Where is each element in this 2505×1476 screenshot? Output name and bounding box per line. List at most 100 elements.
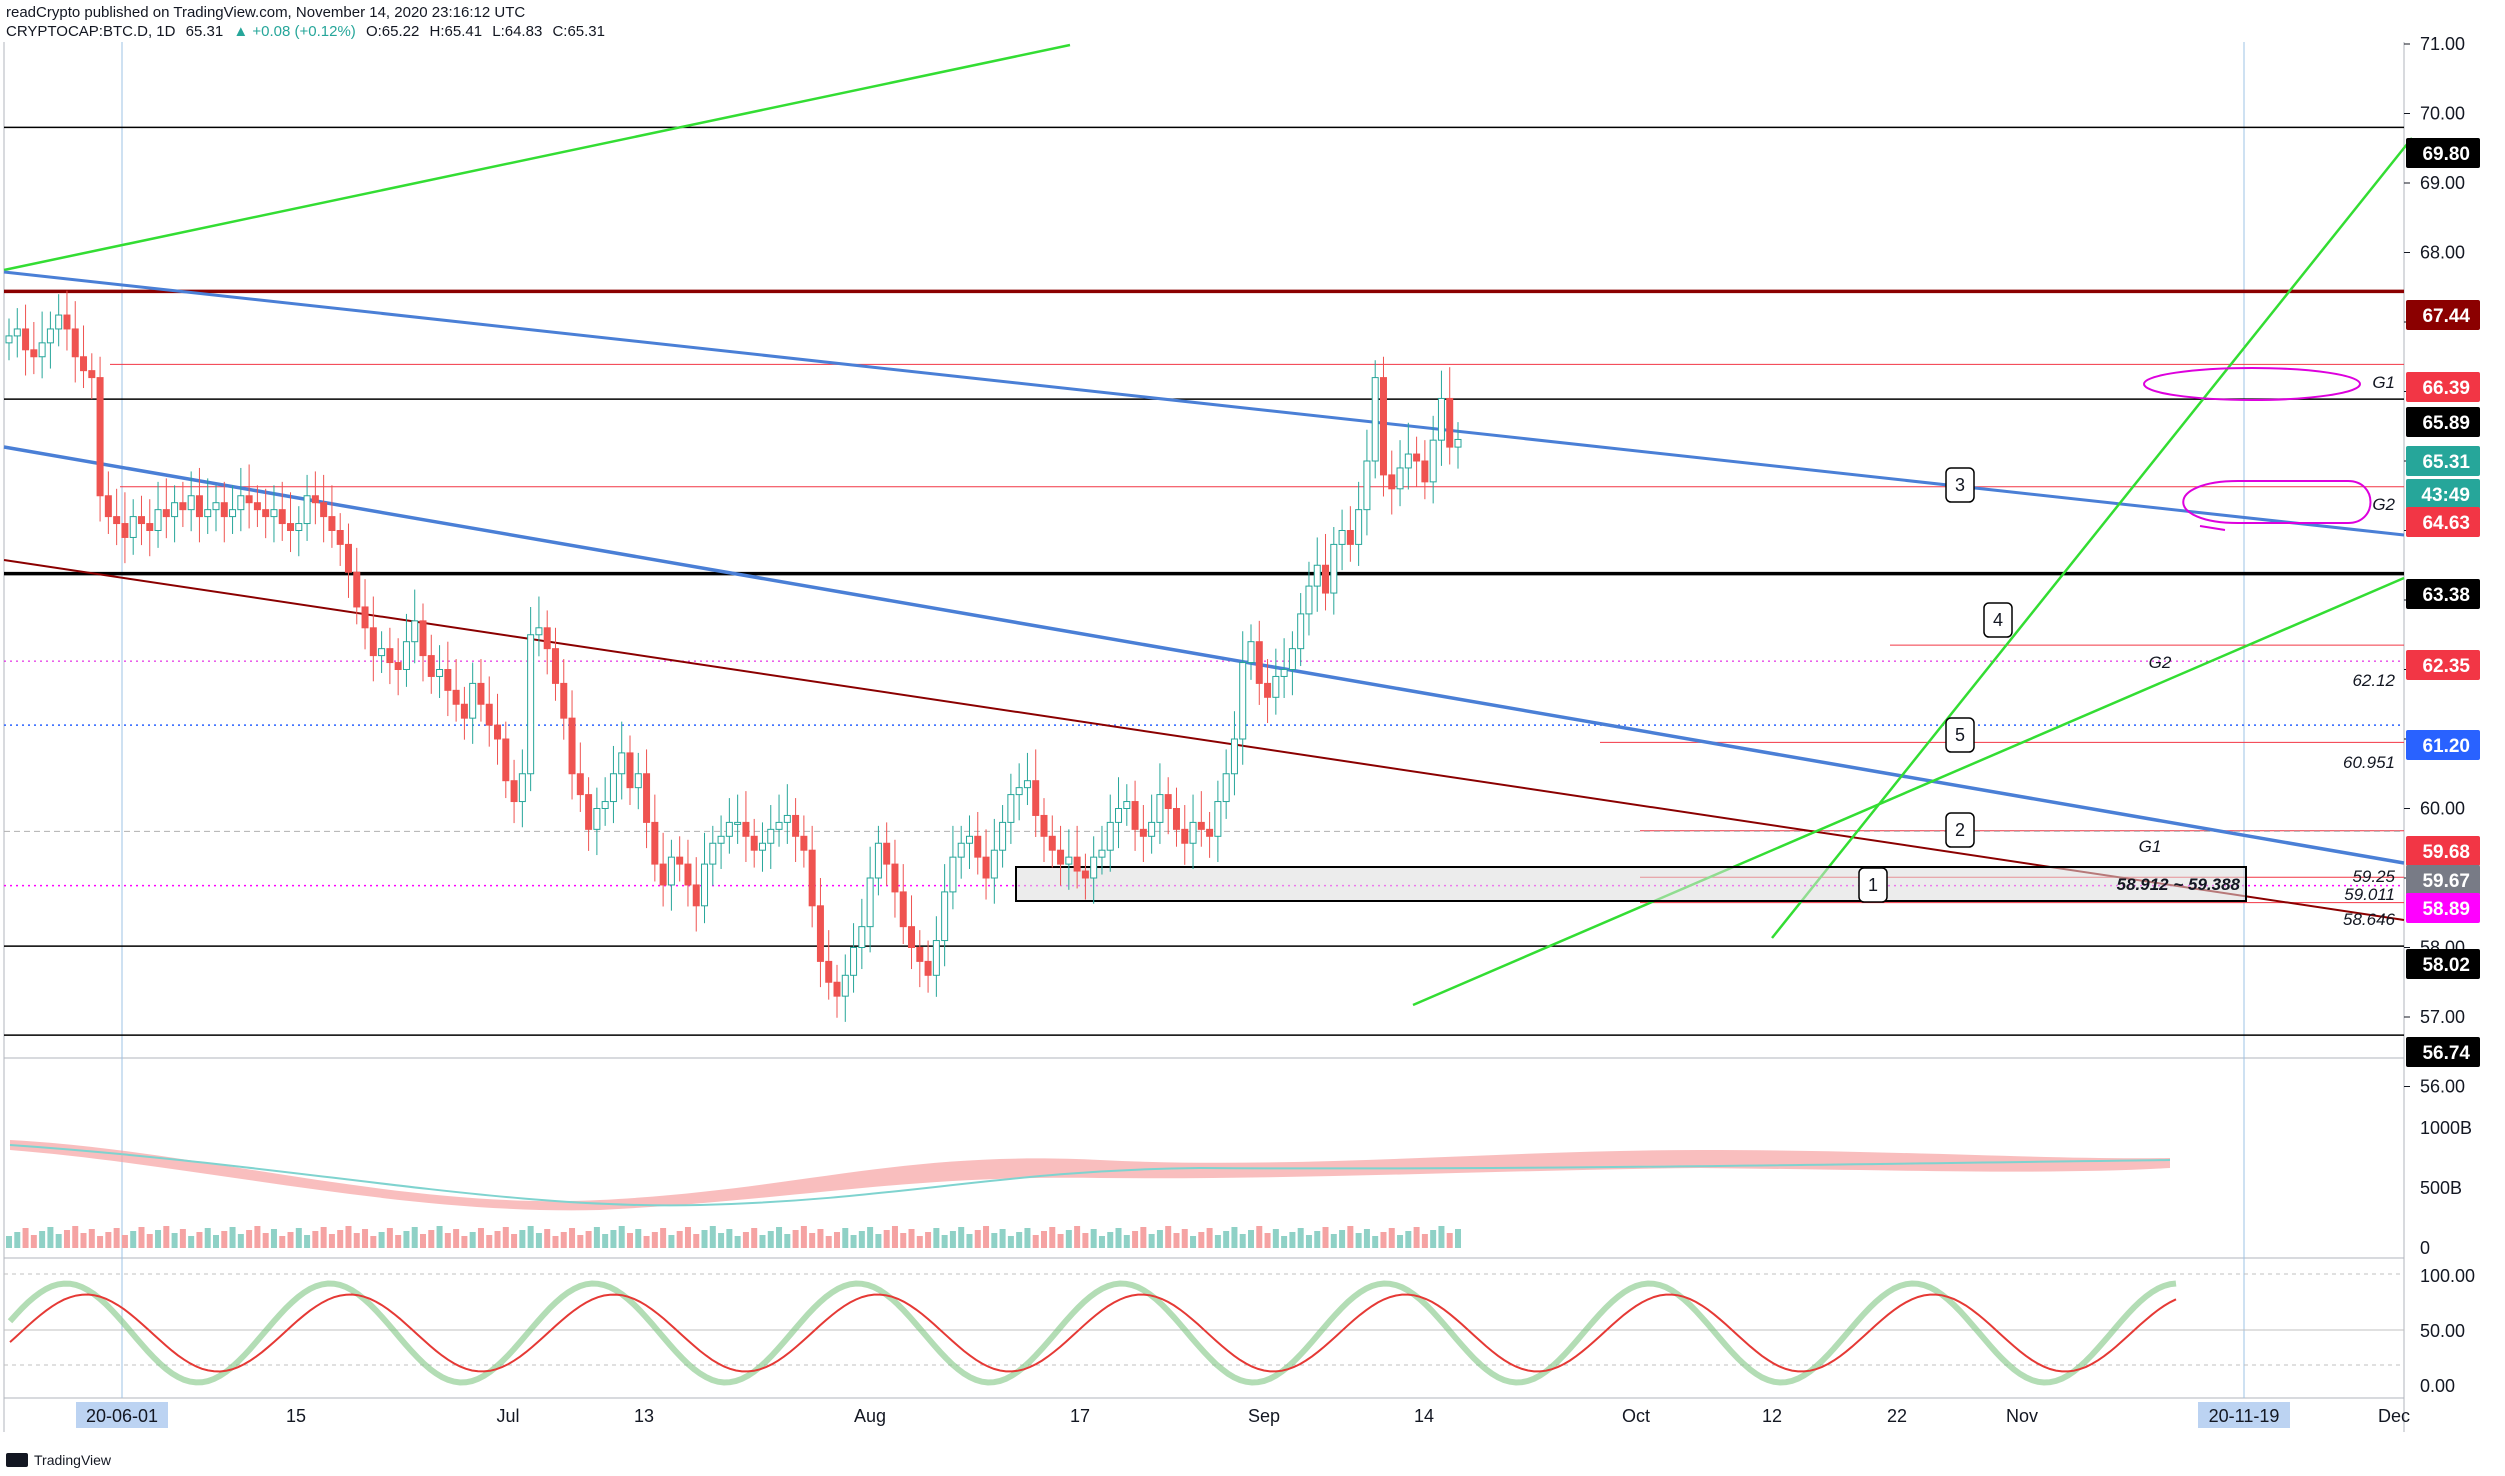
candle-body: [659, 863, 667, 886]
volume-bar: [850, 1235, 857, 1248]
volume-bar: [1264, 1233, 1271, 1248]
price-tag-65-31[interactable]: [2406, 446, 2480, 476]
blue-trendline-upper[interactable]: [3, 270, 2405, 537]
wave-callout-label: 5: [1955, 725, 1965, 745]
price-axis[interactable]: 71.0070.0069.0068.0067.0066.0065.0064.00…: [2404, 34, 2475, 1396]
price-tag-61-20[interactable]: [2406, 730, 2480, 760]
price-tag-64-63[interactable]: [2406, 507, 2480, 537]
price-tag-43-49[interactable]: [2406, 479, 2480, 509]
wave-callout-5[interactable]: [1945, 717, 1975, 753]
candle-body: [643, 773, 651, 823]
candle-body: [767, 828, 775, 844]
price-tag-label: 59.67: [2422, 871, 2470, 892]
price-tag-58-89[interactable]: [2406, 893, 2480, 923]
wave-callout-4[interactable]: [1983, 602, 2013, 638]
volume-bar: [610, 1230, 617, 1248]
green-trendline-support[interactable]: [1412, 576, 2405, 1007]
candle-body: [833, 981, 841, 997]
price-tag-58-02[interactable]: [2406, 949, 2480, 979]
time-axis[interactable]: 20-06-01 15 Jul 13 Aug 17 Sep 14 Oct 12 22 Nov 20-11…: [76, 1402, 2410, 1428]
volume-bar: [891, 1226, 898, 1248]
candle-body: [220, 502, 228, 518]
volume-bar: [146, 1234, 153, 1248]
volume-bar: [353, 1233, 360, 1248]
candle-body: [171, 502, 179, 518]
volume-bar: [1049, 1227, 1056, 1248]
footer: TradingView: [6, 1452, 111, 1468]
candle-body: [510, 780, 518, 803]
volume-bar: [1098, 1236, 1105, 1248]
volume-bar: [229, 1227, 236, 1248]
time-tick-label: 22: [1887, 1406, 1907, 1426]
price-tag-67-44[interactable]: [2406, 300, 2480, 330]
price-tag-66-39[interactable]: [2406, 372, 2480, 402]
chart-header: readCrypto published on TradingView.com,…: [6, 3, 611, 41]
candle-body: [369, 627, 377, 657]
time-tick-label: 17: [1070, 1406, 1090, 1426]
candle-body: [336, 530, 344, 545]
candle-body: [1106, 821, 1114, 851]
candle-body: [262, 509, 270, 518]
price-tag-label: 62.35: [2422, 656, 2470, 677]
volume-bar: [304, 1235, 311, 1248]
price-tag-63-38[interactable]: [2406, 579, 2480, 609]
candle-body: [709, 842, 717, 865]
candle-body: [361, 606, 369, 629]
volume-bar: [925, 1232, 932, 1248]
darkred-trendline[interactable]: [3, 559, 2405, 921]
candle-body: [717, 835, 725, 844]
volume-bar: [1074, 1226, 1081, 1248]
volume-bar: [6, 1236, 12, 1248]
candle-body: [1123, 801, 1131, 809]
price-tag-59-67[interactable]: [2406, 865, 2480, 895]
volume-bar: [593, 1227, 600, 1248]
g2-ellipse[interactable]: [2182, 480, 2372, 524]
price-tag-69-80[interactable]: [2406, 138, 2480, 168]
candle-body: [576, 773, 584, 796]
price-tick-label: 60.00: [2420, 799, 2465, 819]
support-zone-box[interactable]: [1015, 866, 2247, 902]
candle-body: [1164, 794, 1172, 809]
price-tag-56-74[interactable]: [2406, 1037, 2480, 1067]
g1-ellipse[interactable]: [2143, 367, 2361, 401]
chart-annotation: G2: [2372, 495, 2395, 514]
volume-bar: [88, 1229, 95, 1248]
candle-body: [891, 863, 899, 893]
candle-body: [1048, 835, 1056, 851]
volume-bar: [817, 1229, 824, 1248]
price-tag-59-68[interactable]: [2406, 836, 2480, 866]
volume-bar: [999, 1229, 1006, 1248]
volume-bar: [1107, 1232, 1114, 1248]
candle-body: [1148, 821, 1156, 837]
candle-body: [1355, 509, 1363, 545]
green-trendline-upper[interactable]: [3, 43, 1071, 272]
candle-body: [1371, 377, 1379, 462]
wave-callout-2[interactable]: [1945, 812, 1975, 848]
oscillator-tick-label: 0.00: [2420, 1376, 2455, 1396]
wave-callout-1[interactable]: [1858, 867, 1888, 903]
green-trendline-steep[interactable]: [1771, 137, 2413, 939]
price-tag-65-89[interactable]: [2406, 407, 2480, 437]
volume-bar: [386, 1228, 393, 1248]
price-tick-label: 70.00: [2420, 104, 2465, 124]
candle-body: [287, 523, 295, 531]
symbol-label[interactable]: CRYPTOCAP:BTC.D, 1D: [6, 23, 176, 40]
price-tag-label: 58.89: [2422, 899, 2470, 920]
volume-bar: [1256, 1226, 1263, 1248]
candle-body: [1098, 849, 1106, 858]
volume-bar: [585, 1231, 592, 1248]
wave-callout-3[interactable]: [1945, 467, 1975, 503]
candle-body: [444, 669, 452, 691]
candle-body: [816, 905, 824, 962]
candle-body: [783, 814, 791, 823]
volume-bar: [627, 1233, 633, 1248]
candle-body: [609, 773, 617, 803]
volume-bar: [958, 1227, 965, 1248]
volume-bar: [809, 1233, 816, 1248]
time-tick-label: Sep: [1248, 1406, 1280, 1426]
price-tag-62-35[interactable]: [2406, 650, 2480, 680]
blue-trendline-lower[interactable]: [3, 445, 2405, 865]
volume-bar: [130, 1231, 137, 1248]
volume-bar: [602, 1234, 609, 1248]
